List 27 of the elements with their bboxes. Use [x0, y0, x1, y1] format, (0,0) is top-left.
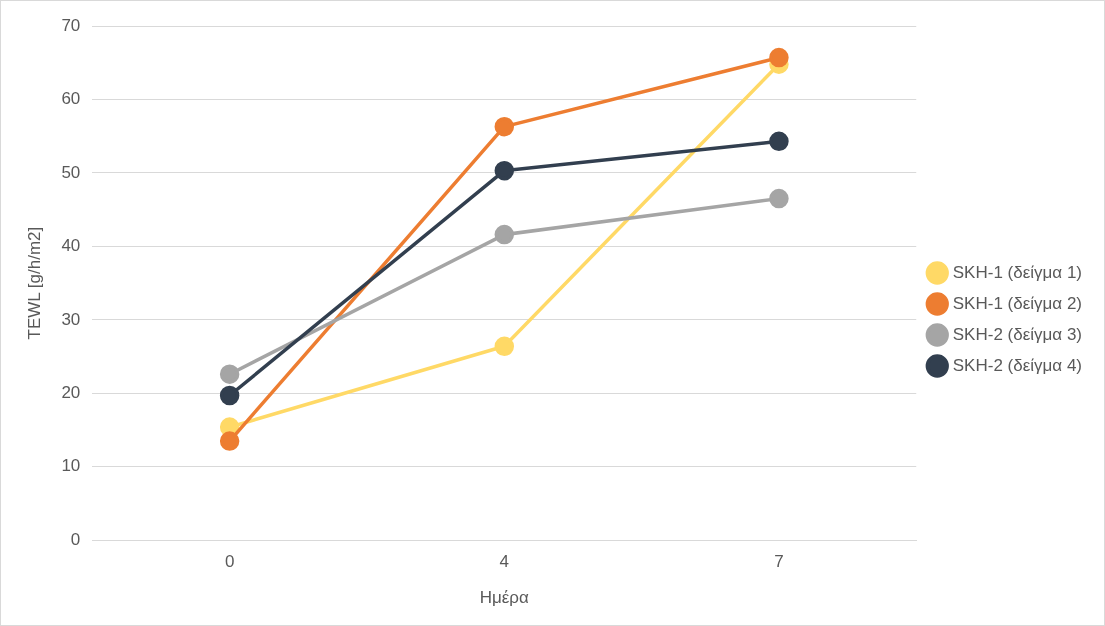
x-tick-label: 0: [224, 552, 235, 572]
y-tick-label: 30: [61, 309, 81, 329]
point: [769, 188, 789, 209]
point: [219, 431, 240, 451]
legend-label: SKH-2 (δείγμα 3): [952, 324, 1083, 344]
legend-label: SKH-1 (δείγμα 1): [952, 262, 1083, 282]
point: [494, 224, 515, 245]
point: [769, 47, 789, 68]
y-axis-title: TEWL [g/h/m2]: [24, 226, 44, 340]
legend-label: SKH-2 (δείγμα 4): [952, 355, 1083, 375]
point: [494, 160, 515, 181]
y-tick-label: 10: [61, 456, 81, 476]
y-tick-label: 60: [61, 89, 81, 109]
y-tick-label: 40: [61, 236, 81, 256]
y-tick-label: 70: [61, 15, 81, 35]
point: [769, 131, 789, 152]
y-tick-label: 20: [61, 382, 81, 402]
x-axis-title: Ημέρα: [479, 588, 530, 608]
point: [494, 336, 515, 357]
point: [219, 364, 240, 384]
x-tick-label: 7: [774, 552, 784, 572]
legend-label: SKH-1 (δείγμα 2): [952, 293, 1083, 313]
y-tick-label: 0: [70, 529, 81, 549]
x-tick-label: 4: [499, 552, 510, 572]
point: [219, 385, 240, 406]
point: [494, 116, 515, 137]
y-tick-label: 50: [61, 162, 81, 182]
